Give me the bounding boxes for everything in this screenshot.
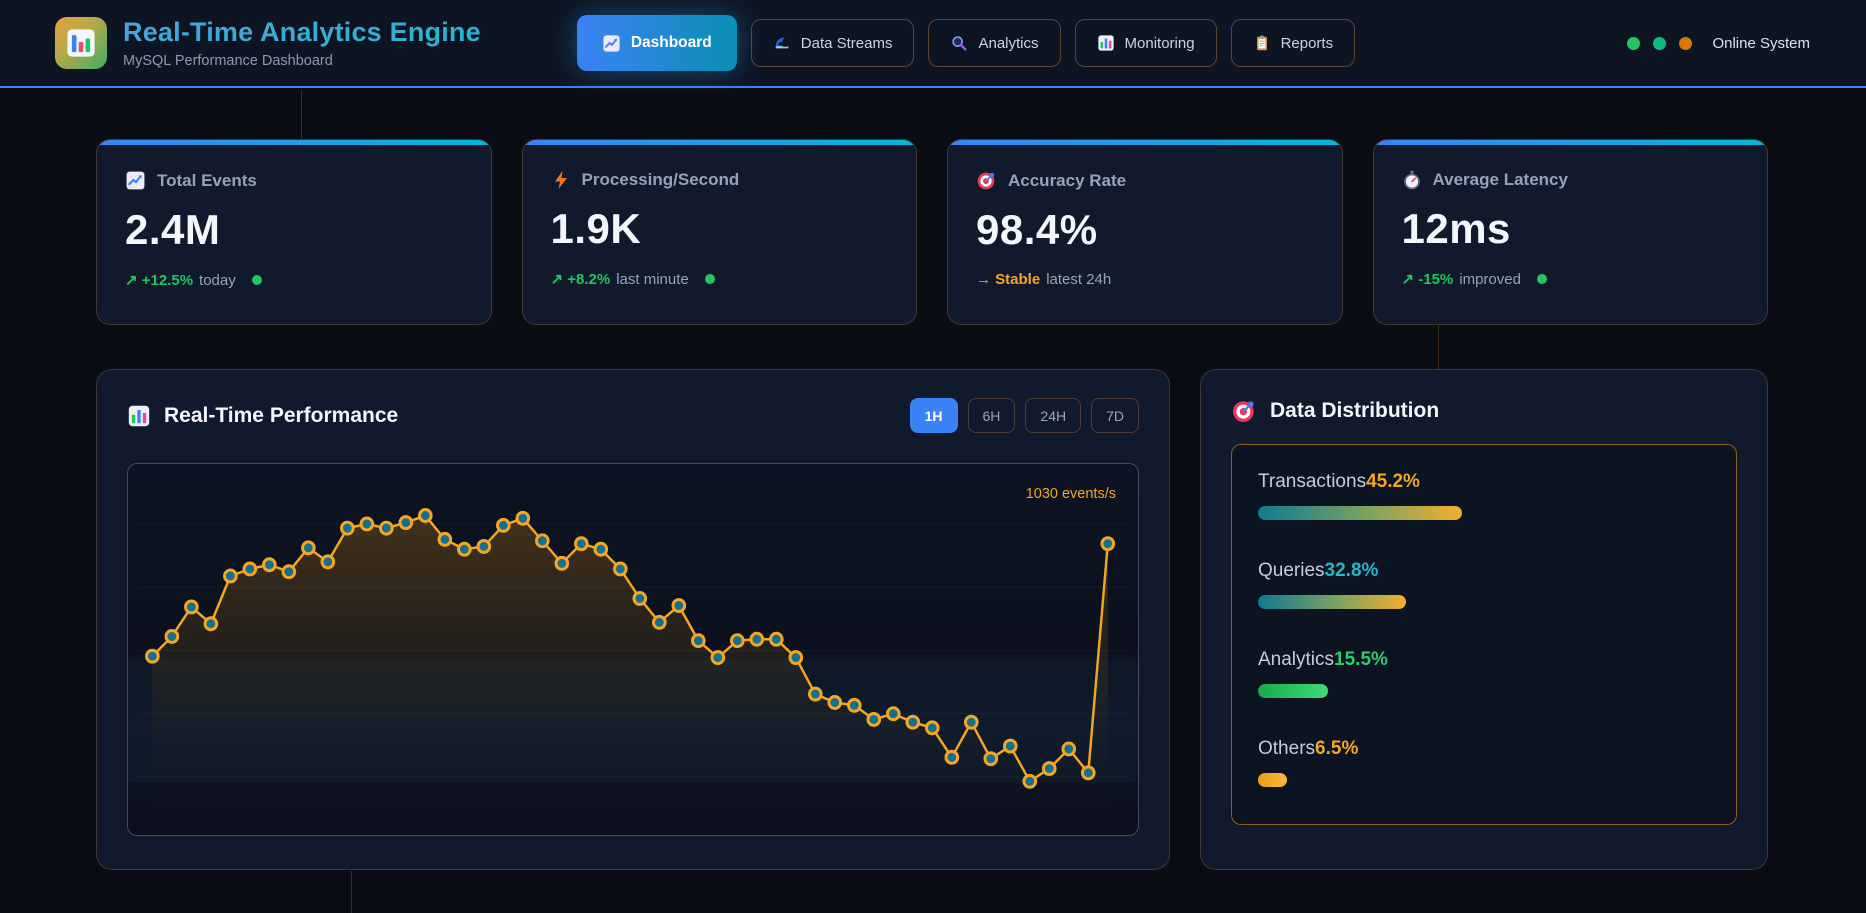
decorative-line: [351, 871, 352, 913]
live-dot: [1536, 274, 1547, 284]
chart-increasing-icon: [125, 170, 146, 191]
stat-label: Processing/Second: [581, 170, 740, 189]
distribution-bar: [1258, 595, 1407, 609]
distribution-item-queries: Queries32.8%: [1258, 560, 1710, 609]
stat-label: Accuracy Rate: [1008, 170, 1127, 190]
status-label: Online System: [1712, 34, 1810, 52]
stat-change: → Stable: [976, 271, 1041, 288]
range-button-1h[interactable]: 1H: [909, 398, 958, 433]
nav-tab-data-streams[interactable]: Data Streams: [750, 19, 915, 67]
bar-chart-icon: [127, 404, 151, 428]
distribution-label: Transactions: [1258, 471, 1367, 492]
nav-label: Analytics: [978, 34, 1039, 52]
range-button-7d[interactable]: 7D: [1091, 398, 1139, 433]
performance-panel: Real-Time Performance 1H 6H 24H 7D 1030 …: [96, 369, 1170, 870]
page-title: Real-Time Analytics Engine: [123, 17, 481, 47]
range-button-6h[interactable]: 6H: [967, 398, 1016, 433]
card-accent-bar: [97, 140, 491, 145]
stat-value: 2.4M: [125, 206, 221, 253]
nav-tab-analytics[interactable]: Analytics: [928, 19, 1061, 67]
stat-change: ↗ -15%: [1401, 271, 1454, 288]
main-nav: Dashboard Data Streams Analytics Monitor…: [576, 15, 1356, 71]
app-logo: [55, 17, 107, 69]
distribution-bar: [1258, 506, 1463, 520]
performance-chart-svg: [137, 508, 1129, 818]
stat-change-suffix: today: [199, 271, 236, 289]
status-dot-2: [1653, 36, 1667, 50]
distribution-value: 32.8%: [1324, 560, 1379, 581]
distribution-value: 45.2%: [1366, 471, 1420, 492]
distribution-label: Queries: [1258, 560, 1325, 581]
performance-title: Real-Time Performance: [164, 403, 399, 427]
stat-label: Total Events: [157, 170, 257, 190]
stat-change-suffix: latest 24h: [1046, 271, 1112, 288]
distribution-item-transactions: Transactions45.2%: [1258, 471, 1710, 520]
distribution-label: Analytics: [1258, 649, 1335, 670]
card-accent-bar: [1373, 140, 1767, 145]
decorative-line: [1438, 325, 1439, 370]
bar-chart-logo-icon: [64, 26, 98, 60]
clipboard-icon: [1253, 34, 1271, 52]
stat-value: 1.9K: [550, 205, 642, 252]
stat-change-suffix: last minute: [616, 270, 689, 288]
nav-label: Dashboard: [630, 34, 712, 51]
chart-current-value: 1030 events/s: [1025, 486, 1116, 502]
distribution-item-analytics: Analytics15.5%: [1258, 649, 1710, 698]
stat-card-total-events: Total Events 2.4M ↗ +12.5% today: [96, 139, 492, 325]
stat-change: ↗ +12.5%: [125, 272, 194, 289]
distribution-value: 15.5%: [1334, 649, 1388, 670]
stat-card-processing: Processing/Second 1.9K ↗ +8.2% last minu…: [521, 139, 917, 325]
stat-label: Average Latency: [1432, 170, 1568, 189]
stat-change-suffix: improved: [1459, 270, 1521, 288]
live-dot: [251, 275, 262, 285]
nav-tab-reports[interactable]: Reports: [1230, 19, 1356, 67]
distribution-bar: [1258, 773, 1288, 787]
nav-tab-dashboard[interactable]: Dashboard: [576, 15, 737, 71]
stat-value: 12ms: [1401, 205, 1511, 252]
system-status: Online System: [1627, 35, 1810, 52]
nav-label: Reports: [1280, 34, 1334, 52]
target-icon: [1231, 398, 1257, 424]
card-accent-bar: [948, 140, 1342, 145]
header: Real-Time Analytics Engine MySQL Perform…: [0, 0, 1866, 88]
nav-label: Data Streams: [800, 34, 893, 52]
lightning-icon: [551, 170, 571, 190]
bar-chart-icon: [1097, 34, 1115, 52]
magnifier-icon: [950, 34, 968, 52]
distribution-list: Transactions45.2% Queries32.8% Analytics…: [1231, 444, 1737, 825]
stat-card-accuracy: Accuracy Rate 98.4% → Stable latest 24h: [947, 139, 1343, 325]
distribution-item-others: Others6.5%: [1258, 738, 1710, 787]
distribution-value: 6.5%: [1315, 738, 1359, 759]
page-subtitle: MySQL Performance Dashboard: [123, 53, 333, 69]
distribution-title: Data Distribution: [1270, 399, 1440, 422]
chart-increasing-icon: [602, 34, 621, 53]
nav-label: Monitoring: [1124, 34, 1195, 52]
stat-value: 98.4%: [976, 206, 1098, 253]
app-brand: Real-Time Analytics Engine MySQL Perform…: [55, 17, 481, 69]
card-accent-bar: [522, 140, 916, 145]
stat-change: ↗ +8.2%: [550, 271, 611, 288]
live-dot: [704, 274, 715, 284]
range-button-24h[interactable]: 24H: [1025, 398, 1082, 433]
performance-chart[interactable]: 1030 events/s: [127, 463, 1139, 836]
water-wave-icon: [773, 34, 791, 52]
nav-tab-monitoring[interactable]: Monitoring: [1074, 19, 1217, 67]
stats-row: Total Events 2.4M ↗ +12.5% today Process…: [96, 139, 1768, 325]
status-dot-3: [1679, 36, 1693, 50]
target-icon: [976, 170, 997, 191]
stopwatch-icon: [1402, 170, 1422, 190]
stat-card-latency: Average Latency 12ms ↗ -15% improved: [1372, 139, 1768, 325]
status-dot-1: [1627, 36, 1641, 50]
decorative-line: [301, 90, 302, 139]
distribution-bar: [1258, 684, 1329, 698]
time-range-group: 1H 6H 24H 7D: [909, 398, 1139, 433]
distribution-panel: Data Distribution Transactions45.2% Quer…: [1200, 369, 1768, 870]
distribution-label: Others: [1258, 738, 1316, 759]
